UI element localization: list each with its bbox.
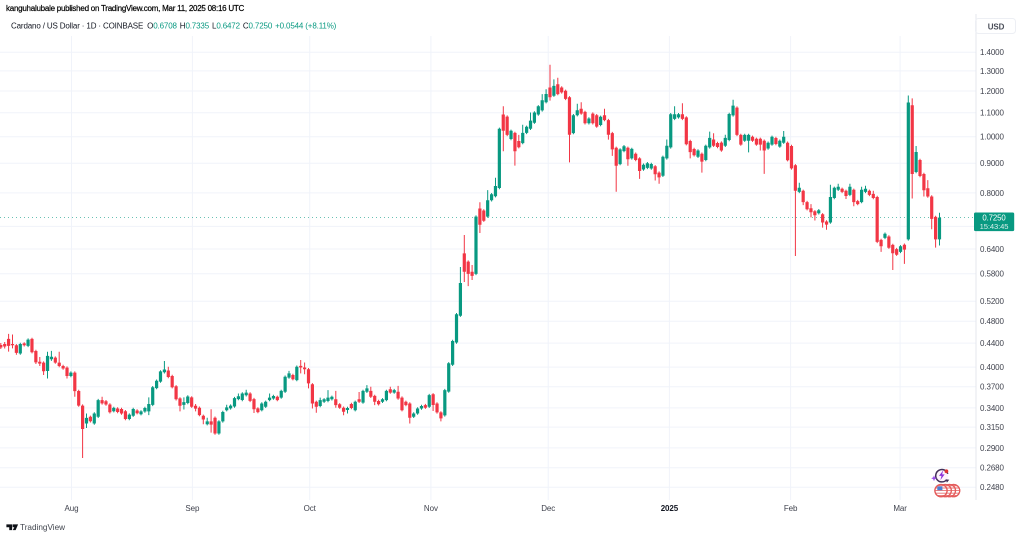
svg-text:Dec: Dec: [541, 504, 555, 513]
svg-text:0.4800: 0.4800: [980, 317, 1005, 326]
svg-text:1.4000: 1.4000: [980, 48, 1005, 57]
svg-text:0.2480: 0.2480: [980, 483, 1005, 492]
svg-text:kanguhalubale published on Tra: kanguhalubale published on TradingView.c…: [6, 4, 245, 13]
svg-text:0.3400: 0.3400: [980, 404, 1005, 413]
svg-text:0.2900: 0.2900: [980, 444, 1005, 453]
svg-text:TradingView: TradingView: [20, 523, 65, 532]
svg-text:Cardano / US Dollar · 1D · COI: Cardano / US Dollar · 1D · COINBASE O0.67…: [11, 21, 337, 30]
svg-text:0.3150: 0.3150: [980, 423, 1005, 432]
svg-text:0.5200: 0.5200: [980, 297, 1005, 306]
svg-text:2025: 2025: [661, 504, 679, 513]
svg-text:1.0000: 1.0000: [980, 133, 1005, 142]
svg-text:15:43:45: 15:43:45: [980, 222, 1009, 231]
svg-text:0.8000: 0.8000: [980, 189, 1005, 198]
svg-text:Mar: Mar: [893, 504, 907, 513]
svg-text:Sep: Sep: [185, 504, 200, 513]
svg-text:0.5800: 0.5800: [980, 270, 1005, 279]
svg-text:USD: USD: [988, 22, 1005, 31]
svg-text:0.7250: 0.7250: [982, 213, 1006, 222]
svg-text:0.9000: 0.9000: [980, 159, 1005, 168]
svg-text:1.3000: 1.3000: [980, 67, 1005, 76]
svg-text:0.2680: 0.2680: [980, 464, 1005, 473]
svg-text:0.6400: 0.6400: [980, 245, 1005, 254]
svg-text:Nov: Nov: [424, 504, 438, 513]
svg-text:0.4400: 0.4400: [980, 339, 1005, 348]
svg-text:Oct: Oct: [304, 504, 317, 513]
svg-text:1.2000: 1.2000: [980, 87, 1005, 96]
svg-text:1.1000: 1.1000: [980, 109, 1005, 118]
svg-text:0.3700: 0.3700: [980, 383, 1005, 392]
svg-text:0.4000: 0.4000: [980, 363, 1005, 372]
svg-text:Aug: Aug: [65, 504, 79, 513]
svg-text:Feb: Feb: [784, 504, 798, 513]
